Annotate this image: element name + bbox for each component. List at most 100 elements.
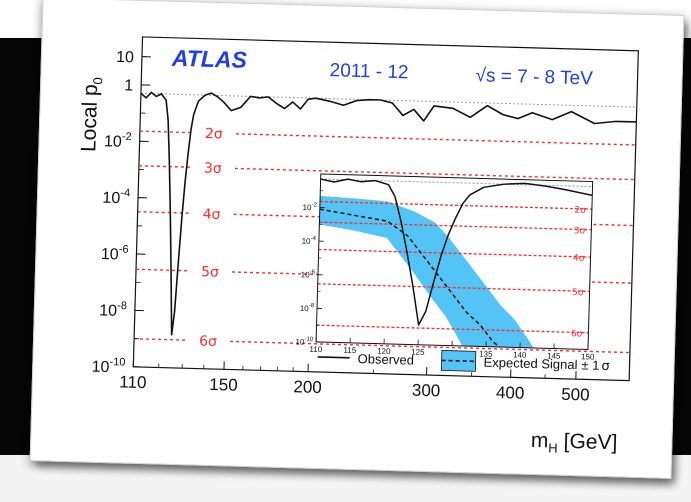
main-y-tick-exponent: -8 (117, 300, 127, 312)
main-x-tick-label: 110 (119, 372, 147, 392)
inset-sigma-line (318, 248, 591, 258)
inset-y-ticks: 10-210-410-610-810-10 (295, 173, 325, 347)
inset-x-tick-label: 145 (547, 351, 561, 360)
inset-y-tick-label: 10-6 (301, 269, 316, 279)
main-sigma-line-6sigma-right (230, 340, 630, 354)
chart-card: 110 150 200 300 400 500 10 1 10-2 10-4 10-6 10-8 10… (29, 0, 685, 479)
main-y-tick-base: 10 (99, 302, 117, 319)
main-sigma-label: 5σ (201, 264, 219, 280)
inset-y-tick-label: 10-2 (302, 202, 317, 212)
inset-y-tick-base: 10 (301, 270, 311, 279)
period-label: 2011 - 12 (329, 60, 408, 83)
y-axis-title-main: Local p (77, 84, 102, 152)
chart-svg: 110 150 200 300 400 500 10110-210-410-610-810… (77, 36, 639, 457)
inset-expected-band (319, 195, 534, 348)
main-x-tick-label: 300 (412, 381, 441, 401)
inset-x-tick-label: 115 (343, 346, 357, 355)
inset-curves (319, 178, 593, 348)
inset-sigma-label: 5σ (572, 288, 584, 298)
inset-sigma-label: 4σ (573, 254, 585, 264)
inset-sigma-lines-group (316, 178, 593, 334)
main-sigma-line-2sigma-right (235, 133, 636, 146)
energy-label: √s = 7 - 8 TeV (475, 65, 593, 89)
inset-x-tick-label: 135 (479, 349, 493, 358)
x-axis-title-main: m (531, 429, 549, 452)
inset-y-tick-exponent: -8 (309, 303, 315, 309)
main-plot-frame (132, 36, 639, 382)
main-y-tick-base: 10 (91, 359, 109, 376)
legend-expected-main: Expected Signal (483, 355, 577, 373)
inset-y-tick-exponent: -4 (311, 236, 317, 242)
inset-sigma-label: 3σ (574, 226, 586, 236)
inset-sigma-line (317, 283, 590, 293)
inset-x-tick-label: 125 (411, 348, 425, 357)
main-sigma-label: 4σ (202, 207, 220, 223)
inset-x-tick-label: 140 (513, 350, 527, 359)
main-y-tick-label: 10-8 (99, 299, 127, 320)
main-observed-curve (140, 91, 637, 336)
main-y-tick-label: 10-4 (102, 187, 130, 208)
inset-y-tick-base: 10 (302, 203, 312, 212)
inset-sigma-label: 6σ (571, 329, 583, 339)
x-axis-title: mH [GeV] (531, 429, 618, 457)
main-y-tick-exponent: -2 (122, 131, 132, 143)
main-y-tick-label: 10-2 (104, 130, 132, 151)
svg-text:Local p0: Local p0 (77, 77, 105, 153)
legend-expected-dash (441, 359, 476, 363)
inset-expected-band-group (319, 195, 534, 348)
main-sigma-label: 2σ (205, 126, 223, 142)
main-y-tick-base: 10 (104, 133, 122, 150)
main-y-tick-label: 10-10 (91, 356, 125, 377)
inset-observed-curve (320, 178, 593, 326)
main-sigma-label: 3σ (204, 161, 222, 177)
main-sigma-line-3sigma-right (234, 167, 635, 181)
x-axis-title-sub: H (548, 440, 558, 455)
main-sigma-labels: 2σ 3σ 4σ 5σ 6σ (199, 126, 223, 350)
main-x-tick-label: 500 (561, 385, 590, 405)
main-curves (140, 91, 637, 336)
inset-sigma-line (316, 324, 589, 334)
x-axis-title-unit: [GeV] (558, 430, 618, 455)
inset-y-tick-exponent: -2 (311, 202, 317, 208)
main-sigma-label: 6σ (199, 334, 217, 350)
y-axis-title-sub: 0 (90, 77, 105, 85)
inset-y-tick-label: 10-10 (295, 336, 314, 347)
legend-observed-swatch (317, 356, 350, 359)
inset-x-tick-label: 150 (581, 352, 595, 361)
main-reference-line (140, 92, 637, 108)
main-y-tick-exponent: -6 (119, 244, 129, 256)
legend-expected-sigma: σ (601, 359, 610, 374)
inset-expected-curve (319, 208, 501, 348)
main-y-tick-label: 10-6 (101, 243, 129, 264)
main-sigma-line-4sigma-left (137, 210, 190, 214)
inset-reference-line (320, 178, 593, 188)
legend-expected-pm: ± 1 (581, 357, 599, 372)
inset-y-tick-base: 10 (295, 337, 305, 346)
main-y-tick-base: 10 (116, 49, 134, 66)
atlas-label: ATLAS (171, 45, 248, 73)
inset-x-tick-label: 120 (377, 347, 391, 356)
y-axis-title: Local p0 (77, 77, 105, 153)
inset-y-tick-exponent: -10 (304, 337, 313, 343)
inset-x-tick-label: 110 (309, 345, 323, 354)
legend-observed-label: Observed (357, 351, 414, 368)
inset-y-tick-label: 10-8 (300, 303, 315, 313)
main-y-tick-exponent: -4 (120, 187, 130, 199)
inset-y-tick-exponent: -6 (310, 269, 316, 275)
main-y-tick-exponent: -10 (109, 356, 125, 368)
inset-sigma-labels: 2σ 3σ 4σ 5σ 6σ (571, 206, 586, 340)
main-x-tick-label: 200 (293, 377, 322, 397)
main-x-ticks: 110 150 200 300 400 500 (119, 358, 590, 405)
main-sigma-line-3sigma-left (138, 165, 191, 168)
main-sigma-line-6sigma-left (134, 338, 187, 341)
main-y-tick-label: 10 (116, 49, 134, 66)
main-x-tick-label: 400 (496, 383, 525, 403)
inset-y-tick-label: 10-4 (302, 236, 317, 246)
main-x-tick-label: 150 (209, 375, 238, 395)
inset-y-tick-base: 10 (300, 304, 310, 313)
inset-plot: 110115120125130135140145150 10-210-410-6… (295, 173, 595, 362)
inset-y-tick-base: 10 (302, 237, 312, 246)
